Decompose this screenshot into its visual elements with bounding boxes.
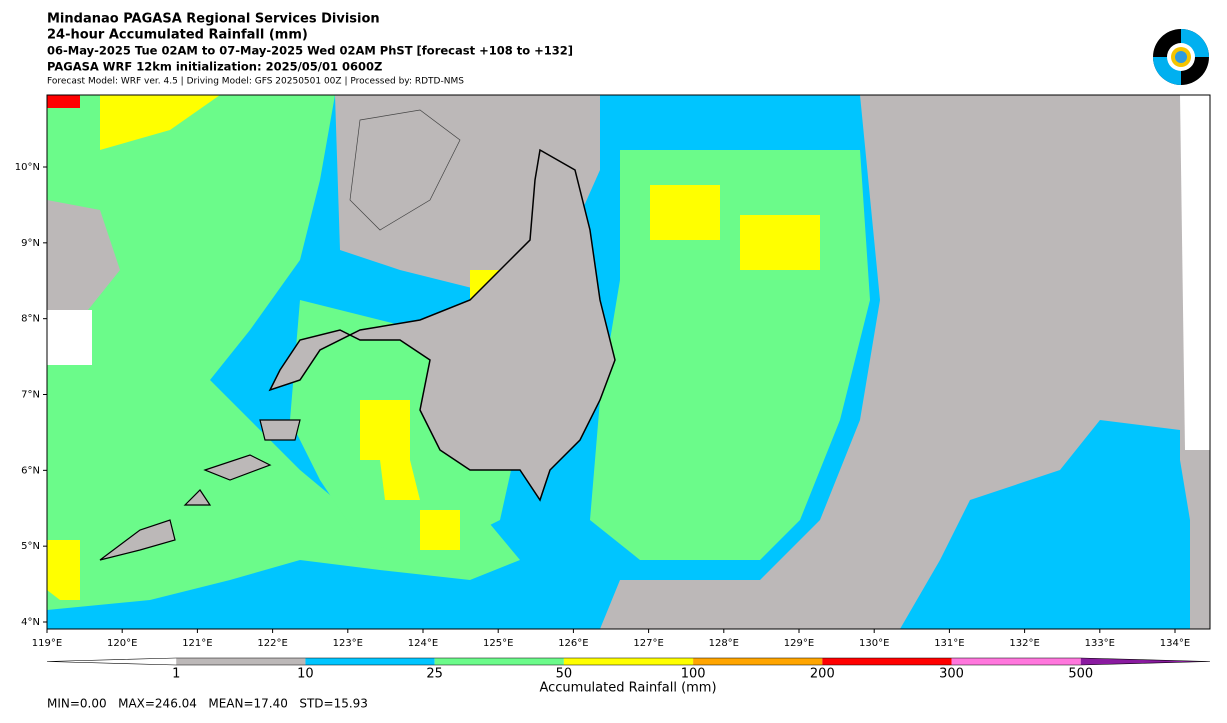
period: 06-May-2025 Tue 02AM to 07-May-2025 Wed … <box>47 44 573 58</box>
lon-label: 122°E <box>257 638 287 649</box>
colorbar-label: 500 <box>1068 667 1093 682</box>
colorbar-extend <box>1080 658 1210 665</box>
lon-label: 126°E <box>558 638 588 649</box>
colorbar-label: 200 <box>810 667 835 682</box>
model-info: Forecast Model: WRF ver. 4.5 | Driving M… <box>47 77 464 87</box>
lat-label: 8°N <box>21 314 40 325</box>
colorbar-title: Accumulated Rainfall (mm) <box>539 681 716 696</box>
colorbar-segment <box>305 658 435 665</box>
lon-label: 132°E <box>1009 638 1039 649</box>
colorbar-segment <box>951 658 1081 665</box>
colorbar: 1 10 25 50 100 200 300 500 <box>46 657 1211 682</box>
colorbar-segment <box>693 658 823 665</box>
colorbar-segment <box>434 658 564 665</box>
lon-label: 123°E <box>333 638 363 649</box>
lon-label: 121°E <box>182 638 212 649</box>
lon-label: 120°E <box>107 638 137 649</box>
lon-label: 134°E <box>1160 638 1190 649</box>
lon-label: 130°E <box>859 638 889 649</box>
lon-label: 127°E <box>633 638 663 649</box>
logo <box>1153 29 1209 85</box>
colorbar-label: 300 <box>939 667 964 682</box>
colorbar-segment <box>563 658 694 665</box>
colorbar-segment <box>176 658 306 665</box>
lon-label: 128°E <box>709 638 739 649</box>
initialization: PAGASA WRF 12km initialization: 2025/05/… <box>47 60 382 74</box>
title: Mindanao PAGASA Regional Services Divisi… <box>47 12 380 27</box>
colorbar-label: 1 <box>172 667 180 682</box>
lat-label: 7°N <box>21 390 40 401</box>
lat-label: 9°N <box>21 238 40 249</box>
lon-label: 129°E <box>784 638 814 649</box>
lon-label: 125°E <box>483 638 513 649</box>
colorbar-label: 100 <box>681 667 706 682</box>
statistics: MIN=0.00 MAX=246.04 MEAN=17.40 STD=15.93 <box>47 697 368 711</box>
colorbar-label: 50 <box>556 667 573 682</box>
rainfall-map: 119°E 120°E 121°E 122°E 123°E 124°E 125°E 126°E… <box>15 94 1211 649</box>
lon-label: 119°E <box>32 638 62 649</box>
colorbar-label: 25 <box>426 667 443 682</box>
colorbar-label: 10 <box>297 667 314 682</box>
lon-label: 133°E <box>1085 638 1115 649</box>
lat-label: 10°N <box>15 162 40 173</box>
lon-label: 131°E <box>934 638 964 649</box>
lat-label: 6°N <box>21 465 40 476</box>
colorbar-segment <box>822 658 952 665</box>
colorbar-outline <box>46 657 1211 666</box>
lat-label: 5°N <box>21 541 40 552</box>
subtitle: 24-hour Accumulated Rainfall (mm) <box>47 28 308 43</box>
lon-label: 124°E <box>408 638 438 649</box>
lat-label: 4°N <box>21 617 40 628</box>
colorbar-extend <box>47 658 177 665</box>
